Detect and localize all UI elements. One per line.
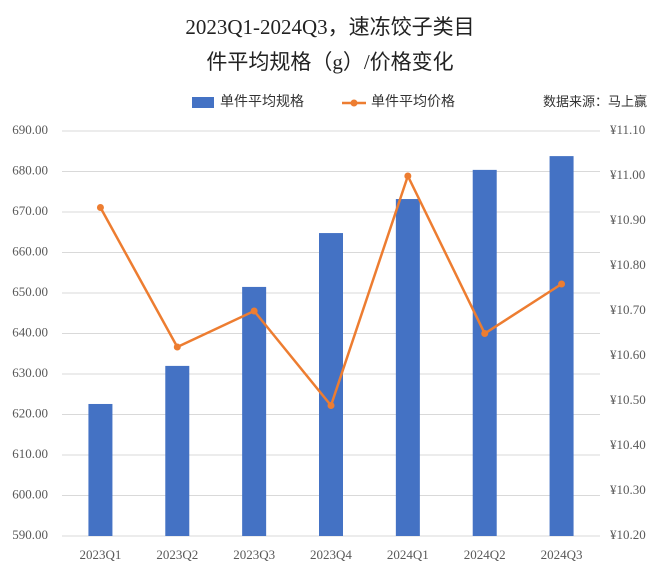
bar (88, 403, 113, 536)
y-tick-label: 610.00 (12, 446, 48, 461)
legend-swatch (192, 97, 214, 108)
point (481, 330, 489, 337)
y2-tick-label: ¥10.40 (610, 437, 646, 452)
x-tick-label: 2024Q2 (464, 547, 506, 562)
y-tick-label: 680.00 (12, 162, 48, 177)
x-tick-label: 2023Q1 (79, 547, 121, 562)
bar (549, 156, 574, 537)
point (96, 204, 104, 211)
y-tick-label: 600.00 (12, 486, 48, 501)
y2-tick-label: ¥10.20 (610, 527, 646, 542)
y-tick-label: 690.00 (12, 122, 48, 137)
point (558, 280, 566, 288)
y2-tick-label: ¥10.60 (610, 347, 646, 362)
y-tick-label: 650.00 (12, 284, 48, 299)
bar (395, 199, 420, 537)
chart-subtitle: 件平均规格（g）/价格变化 (206, 50, 453, 74)
y2-tick-label: ¥11.00 (610, 167, 645, 182)
y-tick-label: 660.00 (12, 243, 48, 258)
point (173, 343, 181, 351)
y2-tick-label: ¥10.70 (610, 302, 646, 317)
point (250, 307, 258, 315)
x-tick-label: 2023Q2 (156, 547, 198, 562)
bar (319, 233, 343, 536)
y-tick-label: 630.00 (12, 365, 48, 380)
legend-marker (350, 99, 358, 107)
y2-tick-label: ¥10.80 (610, 257, 646, 272)
x-tick-label: 2023Q3 (233, 547, 275, 562)
x-tick-label: 2024Q3 (541, 547, 583, 562)
x-tick-label: 2023Q4 (310, 547, 352, 562)
legend-label: 单件平均规格 (220, 94, 304, 110)
y-tick-label: 620.00 (12, 405, 48, 420)
point (404, 172, 412, 180)
y2-tick-label: ¥10.30 (610, 482, 646, 497)
bar (472, 169, 497, 536)
source-note: 数据来源：马上赢 (543, 94, 647, 109)
chart-title: 2023Q1-2024Q3，速冻饺子类目 (185, 15, 474, 39)
bar (165, 365, 190, 536)
x-tick-label: 2024Q1 (387, 547, 429, 562)
bar (242, 286, 267, 536)
legend-label: 单件平均价格 (371, 94, 455, 110)
y-tick-label: 670.00 (12, 203, 48, 218)
y-tick-label: 590.00 (12, 527, 48, 542)
point (327, 402, 335, 409)
y2-tick-label: ¥11.10 (610, 122, 645, 137)
y2-tick-label: ¥10.50 (610, 392, 646, 407)
y-tick-label: 640.00 (12, 324, 48, 339)
y2-tick-label: ¥10.90 (610, 212, 646, 227)
